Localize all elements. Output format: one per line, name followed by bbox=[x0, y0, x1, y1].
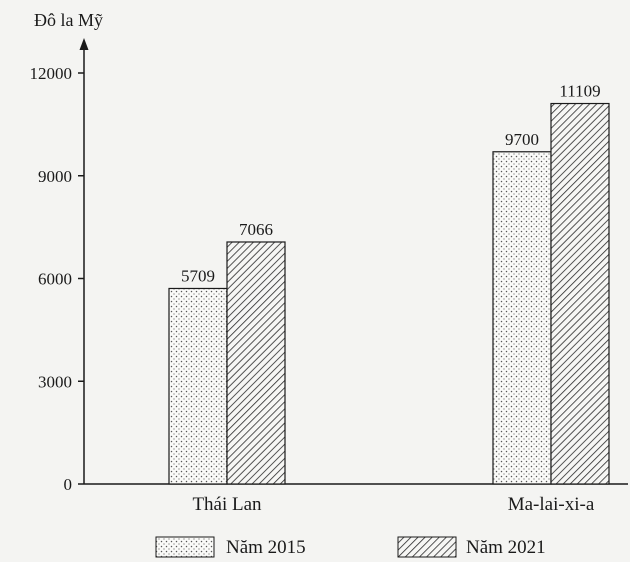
y-tick-label: 9000 bbox=[38, 167, 72, 186]
bar-value-label: 7066 bbox=[239, 220, 273, 239]
y-tick-label: 0 bbox=[64, 475, 73, 494]
legend-label-2015: Năm 2015 bbox=[226, 537, 306, 558]
legend: Năm 2015 Năm 2021 bbox=[155, 536, 546, 558]
bar-value-label: 9700 bbox=[505, 130, 539, 149]
y-axis-title: Đô la Mỹ bbox=[34, 10, 103, 30]
y-tick-label: 12000 bbox=[30, 64, 73, 83]
bar-2021 bbox=[550, 102, 610, 485]
y-tick-label: 3000 bbox=[38, 372, 72, 391]
legend-label-2021: Năm 2021 bbox=[466, 537, 546, 558]
legend-swatch-2021 bbox=[397, 536, 457, 558]
x-category-label: Thái Lan bbox=[192, 494, 262, 515]
bar-value-label: 5709 bbox=[181, 266, 215, 285]
legend-swatch-2015 bbox=[155, 536, 215, 558]
bar-2021 bbox=[226, 241, 286, 485]
y-tick-label: 6000 bbox=[38, 270, 72, 289]
x-category-label: Ma-lai-xi-a bbox=[508, 494, 595, 515]
bar-2015 bbox=[492, 151, 552, 485]
bar-2015 bbox=[168, 287, 228, 485]
y-axis-arrow bbox=[79, 38, 89, 50]
bar-value-label: 11109 bbox=[559, 82, 600, 101]
